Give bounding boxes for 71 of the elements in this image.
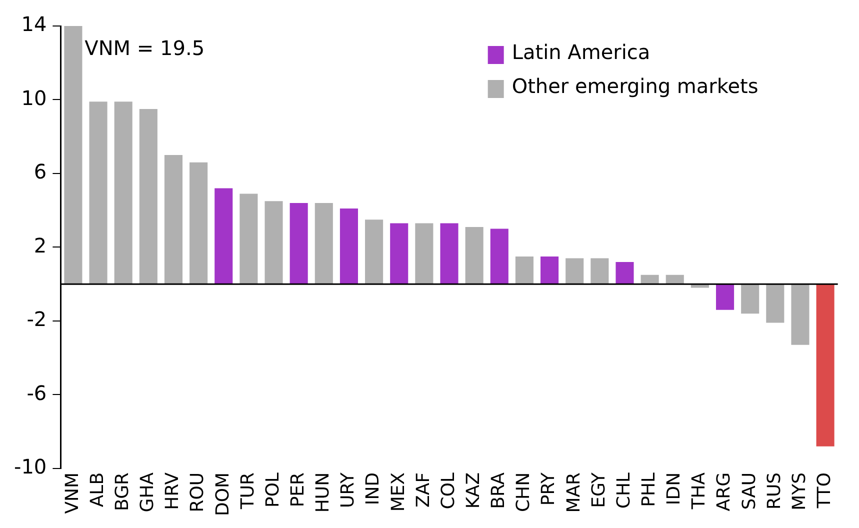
bar (264, 201, 283, 284)
y-tick-label: 10 (21, 86, 47, 110)
y-tick-label: 2 (34, 233, 47, 258)
x-tick-label: PRY (538, 471, 560, 506)
bar (314, 202, 333, 284)
bar (666, 274, 684, 284)
bar (540, 256, 559, 284)
bar (440, 223, 458, 284)
y-tick-label: -10 (14, 454, 47, 479)
x-tick-label: HUN (312, 472, 334, 513)
x-tick-label: ZAF (412, 472, 434, 508)
x-tick-label: KAZ (462, 472, 484, 509)
x-tick-label: EGY (588, 471, 610, 508)
bar (365, 220, 384, 284)
x-tick-label: GHA (137, 472, 158, 512)
bar (766, 284, 784, 323)
bar (139, 108, 158, 284)
x-tick-label: MEX (388, 472, 409, 512)
x-tick-label: RUS (764, 472, 785, 510)
x-tick-label: THA (688, 472, 710, 510)
x-tick-label: CHN (513, 472, 534, 512)
bar (741, 284, 760, 314)
legend-label: Other emerging markets (512, 74, 758, 98)
y-tick-label: -2 (26, 307, 47, 332)
bar (214, 188, 233, 284)
bar (816, 284, 834, 446)
y-tick-label: -6 (26, 380, 47, 405)
bar (515, 256, 534, 284)
x-tick-label: DOM (212, 472, 234, 516)
legend-label: Latin America (512, 40, 650, 64)
x-tick-label: TTO (814, 472, 835, 510)
x-tick-label: BRA (488, 472, 510, 509)
bar (64, 26, 82, 284)
bar (616, 262, 634, 284)
x-tick-label: SAU (738, 472, 760, 510)
bar (465, 226, 484, 284)
annotation: VNM = 19.5 (84, 36, 205, 60)
bar (490, 228, 508, 284)
x-tick-label: URY (338, 471, 359, 508)
bar (164, 155, 183, 284)
bar (640, 274, 659, 284)
x-tick-label: ARG (714, 472, 735, 512)
bar (114, 102, 132, 284)
y-tick-label: 6 (34, 160, 47, 184)
bar (590, 258, 609, 284)
bar (290, 202, 308, 284)
x-tick-label: IDN (664, 472, 685, 506)
bar (340, 208, 358, 284)
bar (566, 258, 584, 284)
x-tick-label: CHL (613, 472, 634, 509)
bar (791, 284, 810, 345)
x-tick-label: COL (438, 472, 459, 510)
x-tick-label: VNM (62, 472, 83, 514)
bar (415, 223, 434, 284)
x-tick-label: ROU (187, 472, 208, 512)
bar (190, 162, 208, 284)
x-tick-label: POL (262, 472, 284, 508)
x-tick-label: PHL (638, 472, 660, 507)
bar (716, 284, 734, 310)
x-tick-label: PER (288, 472, 309, 508)
x-tick-label: TUR (237, 472, 258, 510)
x-tick-label: MYS (788, 472, 810, 510)
x-tick-label: IND (362, 472, 384, 506)
bar (390, 223, 408, 284)
bar (240, 194, 258, 284)
y-tick-label: 14 (21, 12, 47, 36)
x-tick-label: ALB (86, 472, 108, 508)
x-tick-label: BGR (112, 472, 134, 511)
x-tick-label: HRV (162, 472, 184, 510)
bar (89, 102, 108, 284)
x-tick-label: MAR (563, 472, 584, 513)
